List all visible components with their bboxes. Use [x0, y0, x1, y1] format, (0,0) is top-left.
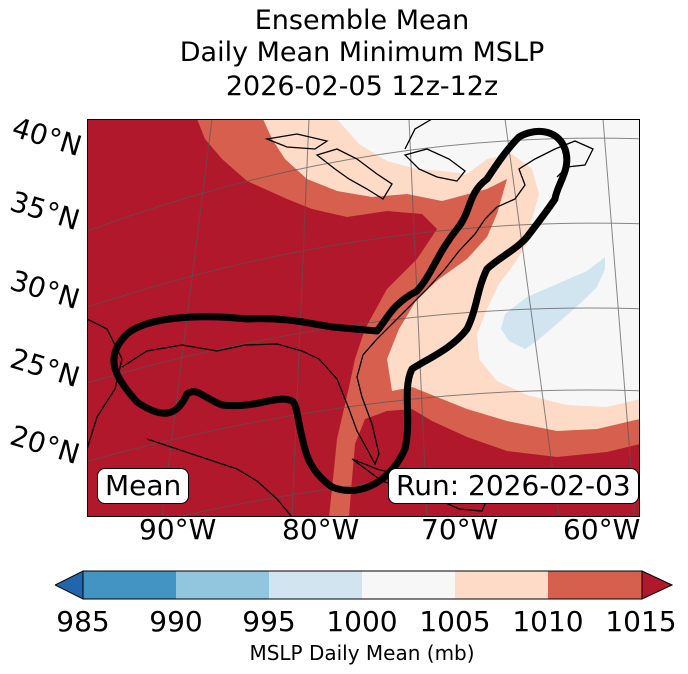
title-line-3: 2026-02-05 12z-12z: [225, 71, 499, 102]
lat-label-40n: 40°N: [8, 110, 86, 163]
colorbar-tick-990: 990: [149, 605, 203, 638]
pressure-field: [87, 119, 640, 517]
run-label-box: Run: 2026-02-03: [388, 468, 639, 504]
colorbar-bin-1010-1015: [548, 571, 642, 599]
lon-label-90w: 90°W: [139, 513, 217, 546]
mean-label-box: Mean: [97, 468, 190, 504]
map-frame: [87, 119, 640, 517]
colorbar-bin-1000-1005: [362, 571, 455, 599]
lat-label-25n: 25°N: [6, 341, 84, 394]
colorbar-label: MSLP Daily Mean (mb): [249, 641, 475, 665]
colorbar-bin-990-995: [176, 571, 269, 599]
contour-outline: [110, 127, 571, 495]
colorbar-extend-low: [55, 570, 84, 600]
colorbar-tick-1005: 1005: [419, 605, 491, 638]
colorbar-tick-985: 985: [56, 605, 110, 638]
lon-label-60w: 60°W: [563, 513, 641, 546]
colorbar-tick-995: 995: [242, 605, 296, 638]
lat-label-20n: 20°N: [6, 418, 84, 471]
field-995-1000: [501, 257, 605, 349]
title-line-1: Ensemble Mean: [254, 5, 470, 36]
lat-label-30n: 30°N: [6, 263, 84, 316]
colorbar-tick-1010: 1010: [512, 605, 584, 638]
colorbar-tick-1015: 1015: [605, 605, 677, 638]
map-panel: Mean Run: 2026-02-03: [87, 119, 640, 517]
lat-label-35n: 35°N: [6, 184, 84, 237]
title-line-2: Daily Mean Minimum MSLP: [179, 37, 545, 68]
lon-label-70w: 70°W: [421, 513, 499, 546]
colorbar-tick-1000: 1000: [326, 605, 398, 638]
lon-label-80w: 80°W: [282, 513, 360, 546]
colorbar-bin-1005-1010: [455, 571, 548, 599]
colorbar-extend-high: [641, 570, 673, 600]
colorbar-bin-995-1000: [269, 571, 362, 599]
colorbar: [55, 570, 673, 600]
colorbar-bin-985-990: [83, 571, 176, 599]
field-1000-1005: [337, 119, 640, 407]
